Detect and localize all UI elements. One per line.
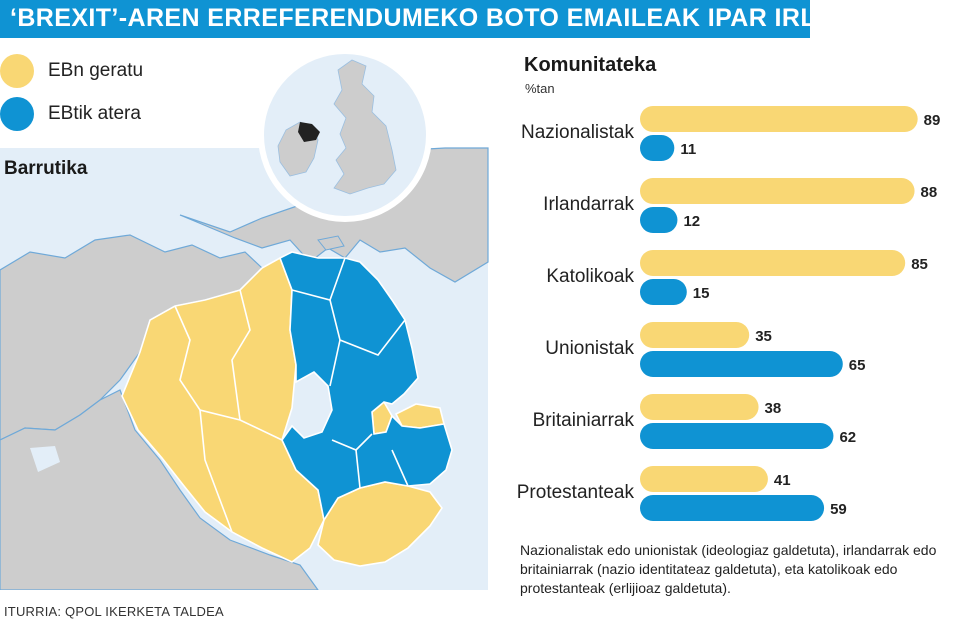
data-label: 15 <box>693 285 710 302</box>
bar-leave <box>640 135 675 161</box>
category-label: Protestanteak <box>517 482 635 503</box>
data-label: 89 <box>924 112 941 129</box>
page-title: ‘BREXIT’-AREN ERREFERENDUMEKO BOTO EMAIL… <box>10 4 909 32</box>
data-label: 85 <box>911 256 928 273</box>
data-label: 12 <box>683 213 700 230</box>
bar-remain <box>640 106 918 132</box>
northern-ireland-map <box>0 48 489 590</box>
map-district-leave <box>278 251 453 523</box>
legend-swatch-leave <box>0 97 34 131</box>
data-label: 59 <box>830 501 847 518</box>
inset-uk-ireland-map <box>258 48 432 222</box>
bar-leave <box>640 279 687 305</box>
bar-leave <box>640 351 843 377</box>
chart-unit-label: %tan <box>525 81 555 96</box>
chart-footnote: Nazionalistak edo unionistak (ideologiaz… <box>520 542 937 596</box>
map-lough <box>30 446 60 472</box>
category-label: Katolikoak <box>546 266 634 287</box>
legend-item-remain: EBn geratu <box>0 54 143 88</box>
category-label: Irlandarrak <box>543 194 634 215</box>
bar-remain <box>640 394 759 420</box>
category-label: Britainiarrak <box>533 410 635 431</box>
category-label: Nazionalistak <box>521 122 634 143</box>
data-label: 65 <box>849 357 866 374</box>
inset-great-britain <box>333 59 397 195</box>
data-label: 38 <box>765 400 782 417</box>
legend-label-leave: EBtik atera <box>48 103 141 124</box>
legend-swatch-remain <box>0 54 34 88</box>
map-title: Barrutika <box>4 158 88 179</box>
data-label: 88 <box>921 184 938 201</box>
map-island <box>317 235 345 251</box>
map-lough-neagh <box>292 372 332 438</box>
data-label: 41 <box>774 472 791 489</box>
legend-item-leave: EBtik atera <box>0 97 141 131</box>
bar-remain <box>640 322 750 348</box>
data-label: 11 <box>680 141 696 158</box>
title-bar: ‘BREXIT’-AREN ERREFERENDUMEKO BOTO EMAIL… <box>0 0 908 38</box>
chart-title: Komunitateka <box>524 54 657 76</box>
legend-label-remain: EBn geratu <box>48 60 144 81</box>
community-bar-chart: Nazionalistak 89 11 Irlandarrak 88 12 Katoliko… <box>517 106 941 521</box>
data-label: 62 <box>839 429 856 446</box>
bar-leave <box>640 207 678 233</box>
bar-leave <box>640 423 834 449</box>
bar-remain <box>640 466 768 492</box>
data-label: 35 <box>755 328 772 345</box>
map-republic-south <box>0 389 319 590</box>
inset-northern-ireland-highlight <box>298 122 320 142</box>
map-district-borders <box>174 257 409 533</box>
category-label: Unionistak <box>545 338 634 359</box>
source-credit: ITURRIA: QPOL IKERKETA TALDEA <box>4 604 224 619</box>
bar-remain <box>640 250 906 276</box>
bar-remain <box>640 178 915 204</box>
bar-leave <box>640 495 825 521</box>
